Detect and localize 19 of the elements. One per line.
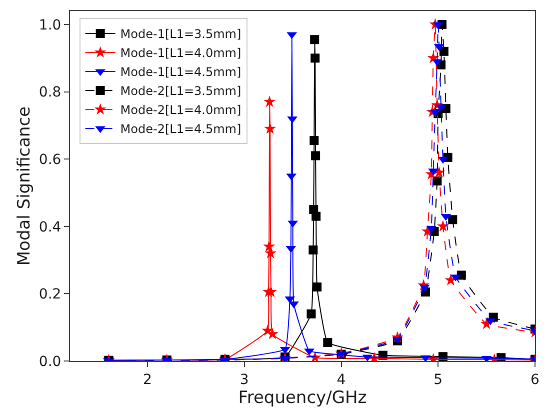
legend-label: Mode-1[L1=3.5mm] — [120, 27, 242, 42]
x-tick-label: 4 — [336, 372, 346, 388]
legend-label: Mode-2[L1=4.0mm] — [120, 103, 242, 118]
y-tick-label: 0.0 — [38, 354, 62, 370]
x-axis-title: Frequency/GHz — [238, 388, 367, 408]
x-tick-label: 5 — [434, 372, 443, 388]
legend-label: Mode-1[L1=4.5mm] — [120, 65, 242, 80]
y-axis-title: Modal Significance — [14, 106, 34, 266]
y-tick-label: 0.4 — [38, 219, 62, 236]
y-tick-label: 1.0 — [38, 17, 62, 34]
y-tick-label: 0.8 — [38, 84, 62, 101]
legend-label: Mode-2[L1=3.5mm] — [120, 84, 242, 98]
x-tick-label: 2 — [143, 372, 152, 388]
y-tick-label: 0.6 — [38, 152, 62, 168]
legend-label: Mode-1[L1=4.0mm] — [120, 46, 242, 60]
y-tick-label: 0.2 — [38, 286, 62, 303]
x-tick-label: 6 — [530, 372, 540, 388]
x-tick-label: 3 — [240, 372, 249, 388]
legend-label: Mode-2[L1=4.5mm] — [120, 122, 242, 136]
